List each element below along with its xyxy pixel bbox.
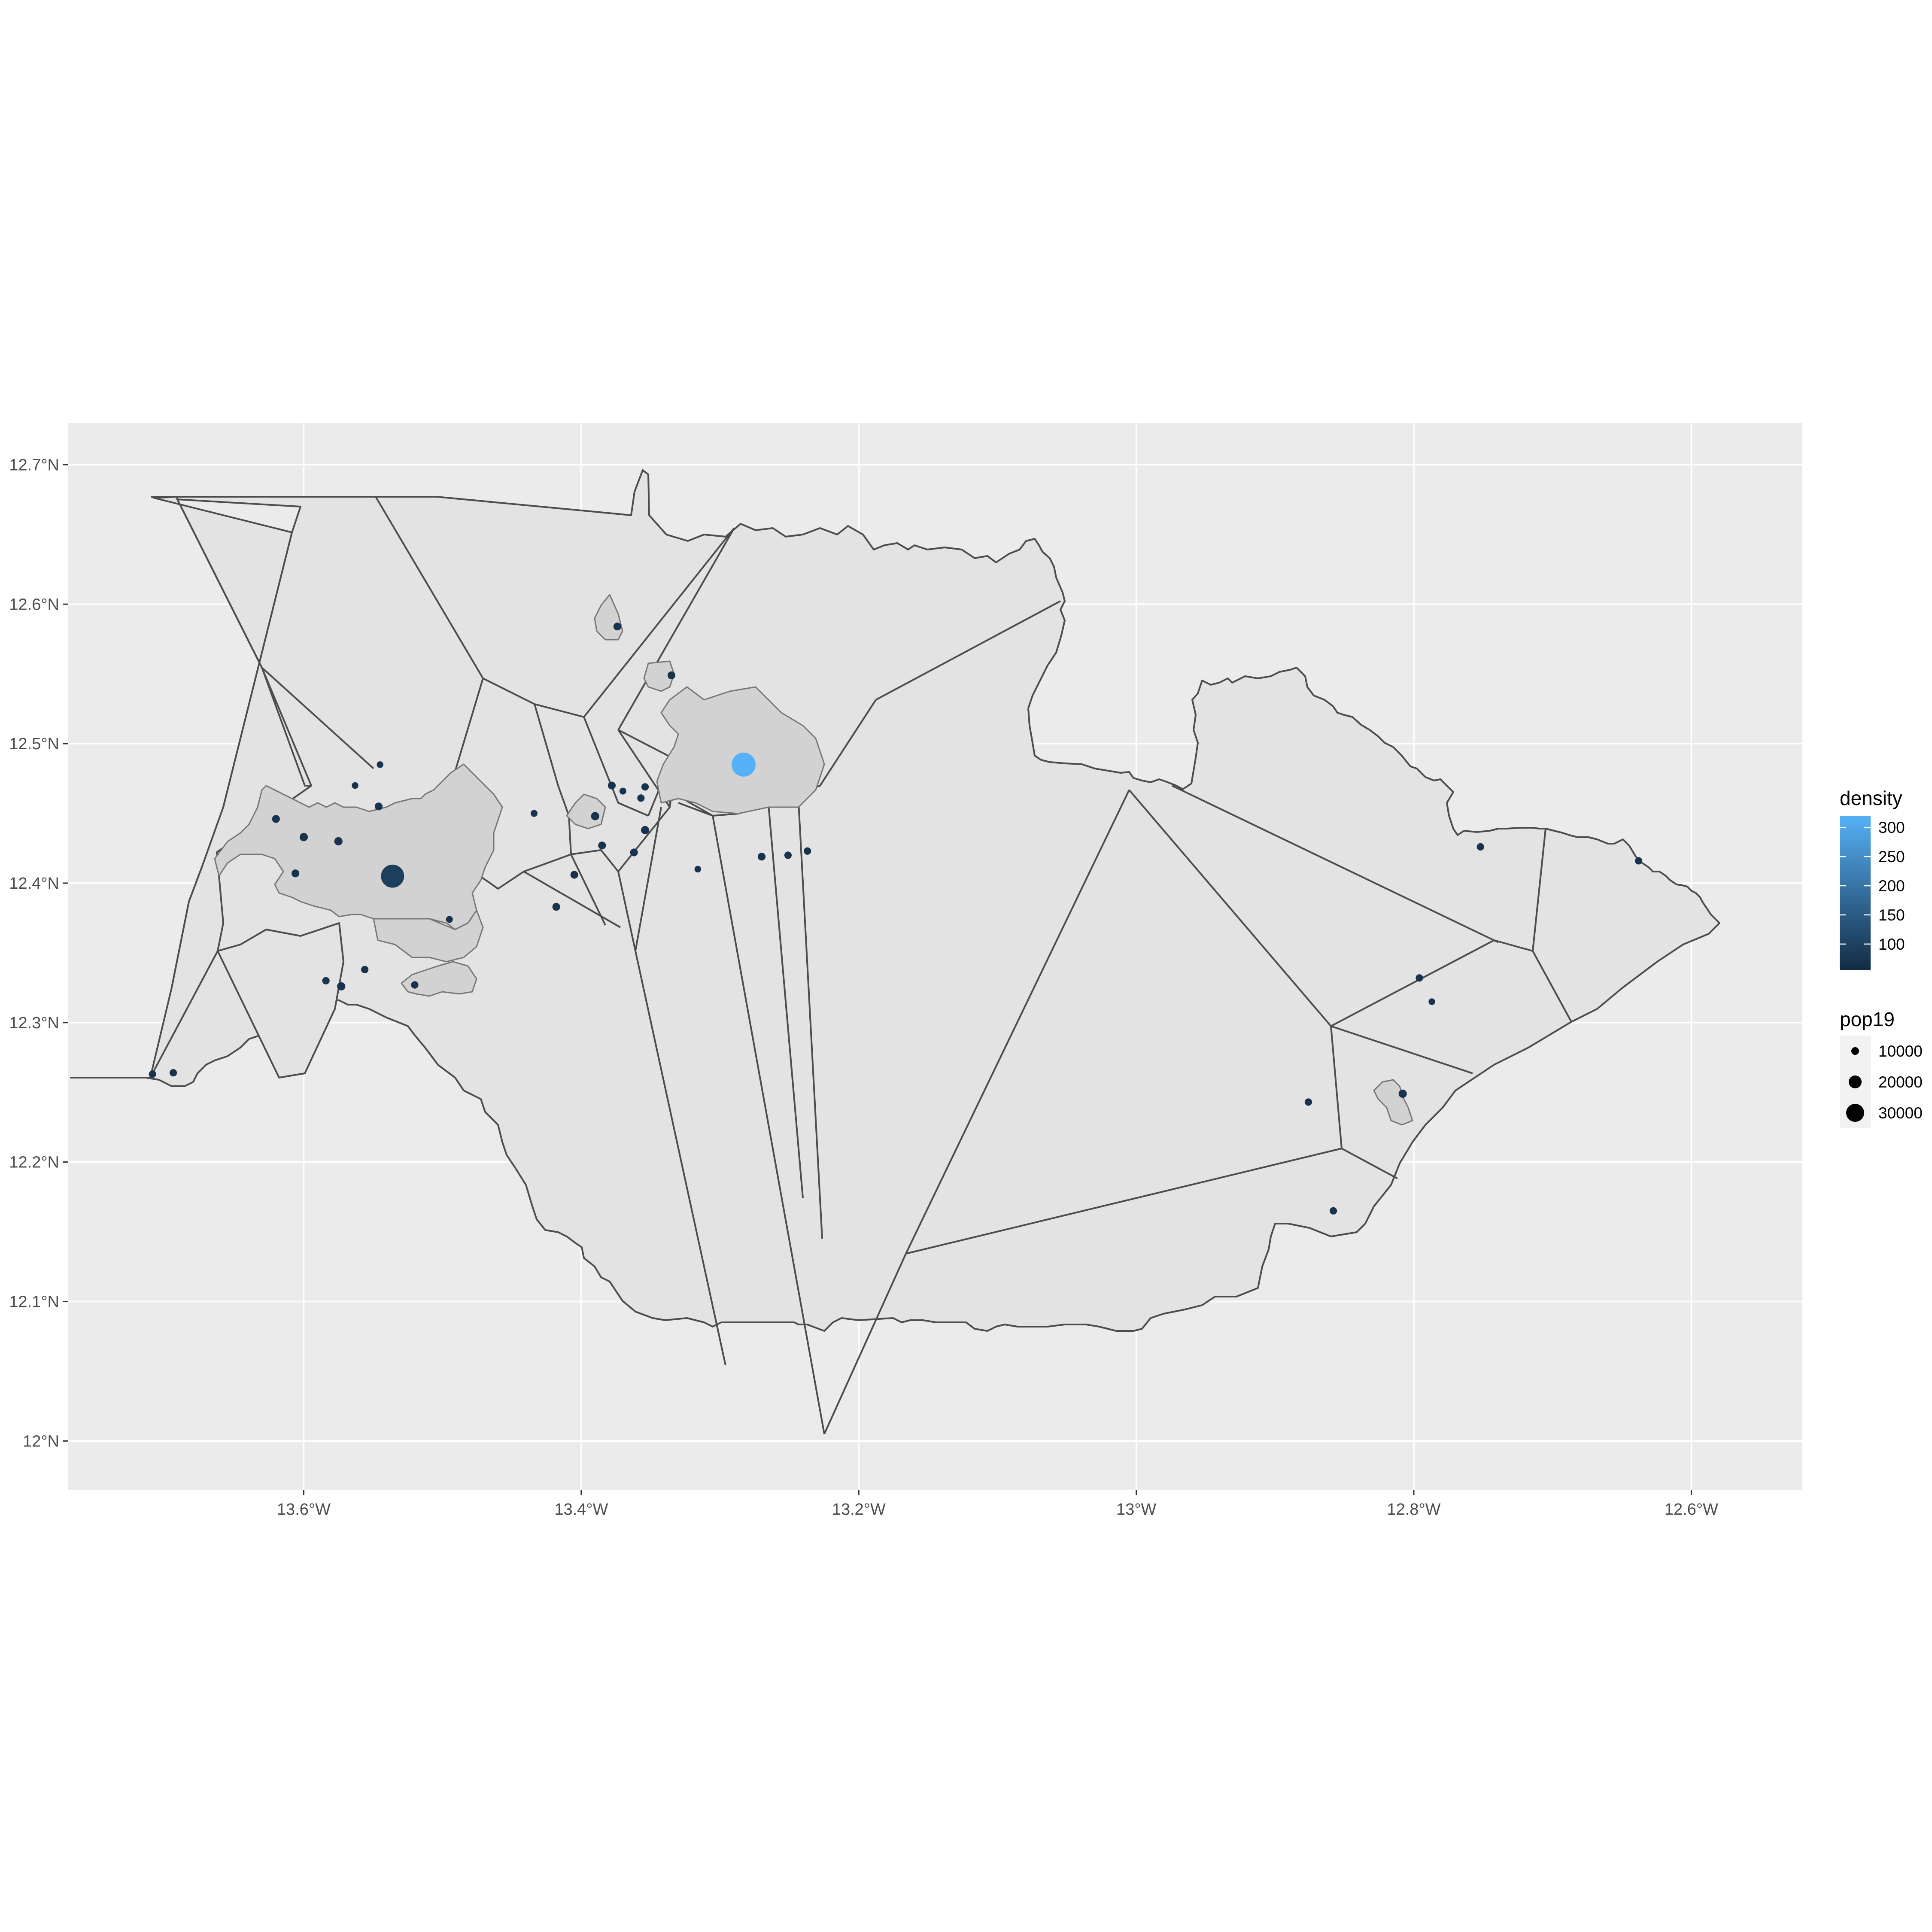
x-tick-label: 13.6°W — [277, 1501, 331, 1519]
density-legend-title: density — [1840, 787, 1902, 809]
x-tick-label: 13.2°W — [832, 1501, 886, 1519]
density-colorbar — [1840, 816, 1871, 970]
settlement-point — [352, 782, 358, 789]
settlement-point — [641, 783, 649, 791]
pop19-key-dot — [1851, 1047, 1859, 1055]
settlement-point — [337, 982, 346, 990]
settlement-point — [608, 781, 616, 790]
density-tick-label: 150 — [1878, 906, 1905, 924]
settlement-point — [667, 671, 676, 680]
settlement-point — [291, 869, 300, 878]
y-tick-label: 12.3°N — [9, 1014, 59, 1032]
settlement-point — [591, 812, 599, 820]
y-tick-label: 12.5°N — [9, 735, 59, 753]
y-tick-label: 12°N — [23, 1432, 59, 1450]
settlement-point — [637, 794, 645, 802]
settlement-point — [598, 841, 606, 850]
settlement-areas — [214, 594, 1413, 1126]
region-west-low — [217, 922, 344, 1078]
y-tick-label: 12.6°N — [9, 595, 59, 614]
settlement-point — [731, 752, 756, 777]
pop19-legend: pop19 10000 20000 30000 — [1840, 1008, 1923, 1128]
settlement-point — [619, 787, 626, 795]
settlement-point — [381, 864, 404, 888]
settlement-point — [641, 826, 650, 835]
settlement-point — [784, 851, 792, 859]
density-tick-label: 250 — [1878, 848, 1905, 866]
settlement-point — [1428, 998, 1435, 1005]
settlement-point — [446, 916, 453, 923]
settlement-point — [1476, 843, 1484, 851]
settlement-point — [1304, 1098, 1312, 1106]
settlement-point — [377, 761, 383, 768]
settlement-point — [1398, 1089, 1407, 1098]
density-tick-label: 300 — [1878, 819, 1905, 836]
settlement-point — [630, 848, 638, 857]
settlement-point — [1329, 1207, 1337, 1215]
settlement-point — [149, 1070, 156, 1078]
pop19-key-label: 20000 — [1878, 1073, 1923, 1091]
settlement-point — [613, 623, 621, 631]
y-tick-label: 12.2°N — [9, 1154, 59, 1172]
settlement-point — [552, 903, 560, 911]
x-tick-label: 13°W — [1116, 1501, 1156, 1519]
y-tick-label: 12.4°N — [9, 875, 59, 893]
settlement-point — [334, 837, 343, 846]
settlement-point — [530, 810, 538, 817]
settlement-point — [170, 1069, 177, 1077]
density-ticks: 300 250 200 150 100 — [1840, 819, 1905, 953]
voronoi-regions — [70, 469, 1720, 1434]
pop19-key-dot — [1846, 1104, 1864, 1122]
settlement-point — [804, 847, 811, 855]
settlement-points — [149, 623, 1643, 1215]
y-tick-label: 12.1°N — [9, 1293, 59, 1311]
pop19-keys: 10000 20000 30000 — [1840, 1036, 1923, 1128]
x-axis: 13.6°W 13.4°W 13.2°W 13°W 12.8°W 12.6°W — [277, 1490, 1718, 1519]
settlement-point — [322, 977, 330, 984]
district-outline — [70, 469, 1720, 1332]
pop19-legend-title: pop19 — [1840, 1008, 1895, 1030]
x-tick-label: 12.6°W — [1665, 1501, 1718, 1519]
settlement-point — [361, 966, 369, 973]
settlement-point — [374, 802, 383, 811]
settlement-point — [694, 866, 702, 873]
density-tick-label: 200 — [1878, 877, 1905, 895]
x-tick-label: 12.8°W — [1387, 1501, 1441, 1519]
y-tick-label: 12.7°N — [9, 456, 59, 474]
settlement-point — [411, 981, 419, 989]
settlement-point — [570, 871, 578, 879]
settlement-point — [299, 833, 308, 841]
settlement-point — [757, 853, 766, 861]
pop19-key-label: 30000 — [1878, 1104, 1923, 1122]
settlement-point — [1416, 974, 1423, 982]
pop19-key-label: 10000 — [1878, 1042, 1923, 1060]
x-tick-label: 13.4°W — [554, 1501, 608, 1519]
settlement-point — [1635, 857, 1643, 865]
pop19-key-dot — [1849, 1075, 1862, 1088]
density-legend: density 300 250 200 150 100 — [1840, 787, 1905, 970]
density-tick-label: 100 — [1878, 936, 1905, 953]
y-axis: 12.7°N 12.6°N 12.5°N 12.4°N 12.3°N 12.2°N 12.1… — [9, 456, 68, 1450]
settlement-point — [272, 815, 280, 823]
